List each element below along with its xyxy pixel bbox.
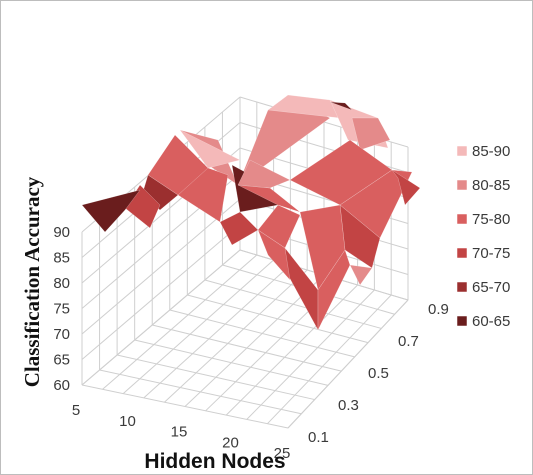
z-tick-label: 85 <box>53 250 70 267</box>
depth-tick-label: 0.7 <box>398 333 419 350</box>
x-tick-label: 5 <box>72 402 80 419</box>
depth-tick-label: 0.3 <box>338 397 359 414</box>
z-tick-label: 60 <box>53 377 70 394</box>
z-tick-label: 70 <box>53 326 70 343</box>
z-tick-label: 75 <box>53 301 70 318</box>
z-tick-label: 65 <box>53 352 70 369</box>
floor-gridline <box>102 254 258 390</box>
floor-gridline <box>246 289 375 420</box>
legend-swatch <box>456 213 468 225</box>
floor-gridline <box>225 284 358 416</box>
floor-gridline <box>134 339 329 386</box>
floor-gridline <box>143 264 291 399</box>
floor-gridline <box>117 354 315 401</box>
surface-facet <box>81 189 141 233</box>
floor-gridline <box>169 309 355 358</box>
legend-swatch <box>456 315 468 327</box>
depth-tick-label: 0.5 <box>368 365 389 382</box>
legend-label: 80-85 <box>472 177 510 194</box>
x-tick-label: 20 <box>222 434 239 451</box>
depth-tick-label: 0.9 <box>428 301 449 318</box>
legend-swatch <box>456 145 468 157</box>
floor-edge <box>287 299 409 429</box>
surface-facet <box>179 129 241 169</box>
floor-gridline <box>81 249 241 386</box>
legend-label: 75-80 <box>472 211 510 228</box>
x-axis-title: Hidden Nodes <box>144 450 285 473</box>
y-axis-title: Classification Accuracy <box>20 176 44 387</box>
x-tick-label: 10 <box>119 413 136 430</box>
floor-gridline <box>164 269 308 403</box>
x-tick-label: 25 <box>274 445 291 462</box>
axis-ticks: 60 65 70 75 80 85 90 5 10 15 20 25 0.1 0.3 0.5 0.7 0.9 <box>53 224 449 462</box>
surface-facet <box>349 264 373 286</box>
x-tick-label: 15 <box>171 424 188 441</box>
floor-gridline <box>187 294 369 344</box>
floor-gridline <box>81 384 289 429</box>
legend-swatch <box>456 247 468 259</box>
legend-label: 60-65 <box>472 313 510 330</box>
surface-facet <box>219 211 259 246</box>
legend: 85-90 80-85 75-80 70-75 65-70 60-65 <box>456 143 510 330</box>
surface-facet <box>329 101 353 111</box>
z-tick-label: 80 <box>53 275 70 292</box>
surface-facet <box>391 169 421 206</box>
surface-facet <box>351 117 391 151</box>
floor-gridline <box>152 324 342 372</box>
floor-gridline <box>99 369 302 415</box>
surface-plot <box>81 94 421 331</box>
depth-tick-label: 0.1 <box>308 429 329 446</box>
surface-facet <box>177 167 229 223</box>
side-wall-gridline <box>81 198 241 335</box>
floor-gridline <box>267 294 392 425</box>
surface-facet <box>257 229 291 281</box>
floor-gridline <box>204 279 382 329</box>
legend-label: 85-90 <box>472 143 510 160</box>
legend-swatch <box>456 179 468 191</box>
legend-label: 65-70 <box>472 279 510 296</box>
side-wall-gridline <box>81 224 241 360</box>
legend-label: 70-75 <box>472 245 510 262</box>
legend-swatch <box>456 281 468 293</box>
z-tick-label: 90 <box>53 224 70 241</box>
floor-gridline <box>122 259 274 394</box>
surface-facet <box>237 159 291 189</box>
